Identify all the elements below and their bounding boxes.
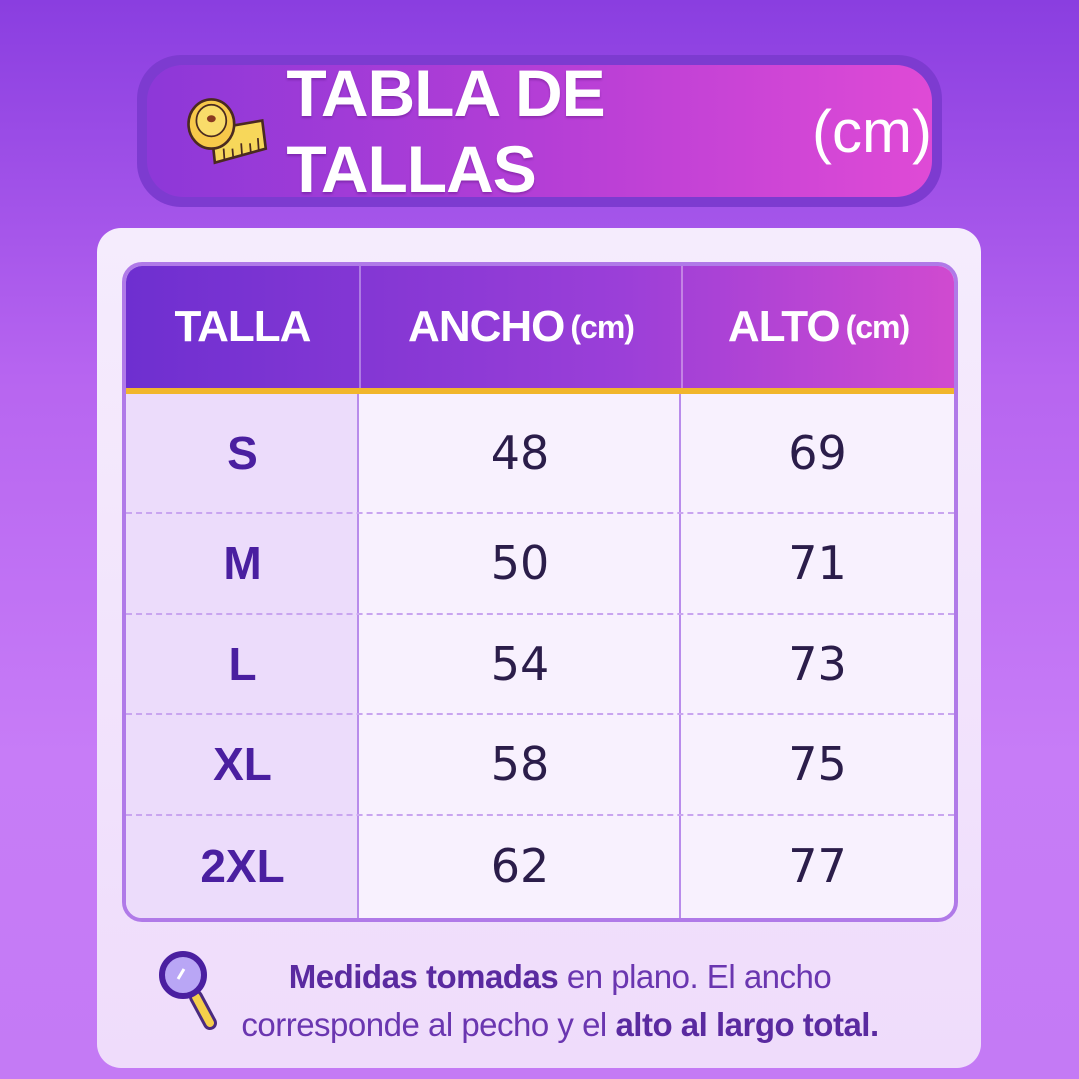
table-row: M 50 71: [126, 514, 954, 615]
header-ancho: ANCHO (cm): [359, 266, 681, 388]
page-title: TABLA DE TALLAS: [286, 56, 605, 206]
measuring-tape-icon: [187, 97, 268, 164]
ancho-cell: 50: [490, 536, 550, 591]
alto-cell: 73: [788, 636, 847, 691]
alto-cell: 75: [788, 737, 847, 792]
title-unit: (cm): [812, 97, 932, 165]
title-banner: TABLA DE TALLAS (cm): [137, 55, 942, 207]
table-row: 2XL 62 77: [126, 816, 954, 917]
header-alto: ALTO (cm): [681, 266, 954, 388]
ancho-cell: 62: [490, 838, 550, 893]
size-cell: M: [223, 537, 262, 590]
table-row: L 54 73: [126, 615, 954, 715]
table-body: S 48 69 M 50 71 L 54 73 XL 58 75 2XL 62 77: [126, 394, 954, 918]
header-talla: TALLA: [174, 302, 312, 351]
alto-cell: 71: [788, 536, 847, 591]
size-cell: S: [227, 427, 258, 479]
alto-cell: 77: [788, 838, 847, 893]
size-cell: L: [228, 637, 257, 690]
ancho-cell: 58: [490, 737, 550, 792]
ancho-cell: 54: [490, 636, 550, 691]
size-cell: XL: [213, 738, 272, 791]
note-text: Medidas tomadas en plano. El ancho corre…: [241, 958, 879, 1043]
table-header: TALLA ANCHO (cm) ALTO (cm): [126, 266, 954, 394]
magnifier-icon: [159, 951, 217, 1030]
size-table: TALLA ANCHO (cm) ALTO (cm) S 48 69 M 50 71 L 54 73…: [122, 262, 958, 922]
size-cell: 2XL: [200, 839, 285, 892]
ancho-cell: 48: [490, 426, 550, 480]
title-inner: TABLA DE TALLAS (cm): [147, 56, 932, 206]
alto-cell: 69: [788, 426, 847, 480]
measurement-note: Medidas tomadas en plano. El ancho corre…: [158, 945, 898, 1045]
table-row: XL 58 75: [126, 715, 954, 816]
table-row: S 48 69: [126, 394, 954, 514]
